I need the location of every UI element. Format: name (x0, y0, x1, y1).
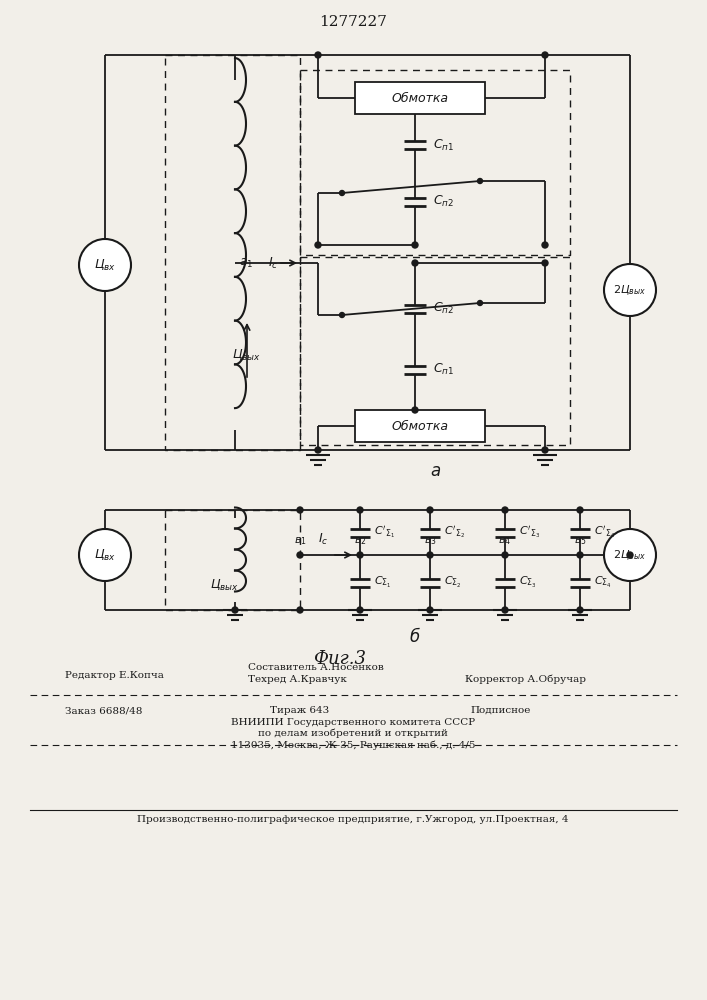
Text: $C_{п1}$: $C_{п1}$ (433, 362, 454, 377)
Text: Корректор А.Обручар: Корректор А.Обручар (465, 674, 586, 684)
Circle shape (427, 507, 433, 513)
Circle shape (502, 552, 508, 558)
Circle shape (339, 190, 344, 196)
Text: $C'_{\Sigma_4}$: $C'_{\Sigma_4}$ (594, 524, 615, 541)
Circle shape (502, 507, 508, 513)
Circle shape (542, 260, 548, 266)
Text: $\it{Ц_{вх}}$: $\it{Ц_{вх}}$ (94, 547, 116, 563)
Circle shape (297, 507, 303, 513)
Text: $C_{\Sigma_3}$: $C_{\Sigma_3}$ (519, 575, 537, 590)
Text: $в_4$: $в_4$ (498, 535, 512, 547)
Circle shape (357, 607, 363, 613)
Text: $в_3$: $в_3$ (423, 535, 436, 547)
Text: Фиг.3: Фиг.3 (313, 650, 366, 668)
Text: $C'_{\Sigma_3}$: $C'_{\Sigma_3}$ (519, 524, 540, 541)
Text: Тираж 643: Тираж 643 (270, 706, 329, 715)
Circle shape (339, 312, 344, 318)
Circle shape (297, 552, 303, 558)
Text: $в_1$: $в_1$ (293, 535, 306, 547)
Circle shape (412, 407, 418, 413)
Text: б: б (410, 628, 420, 646)
Text: 113035, Москва, Ж-35, Раушская наб., д. 4/5: 113035, Москва, Ж-35, Раушская наб., д. … (230, 740, 475, 750)
Text: $\it{2Ц_{вых}}$: $\it{2Ц_{вых}}$ (614, 548, 647, 562)
Bar (355, 410, 485, 442)
Text: $C_{\Sigma_1}$: $C_{\Sigma_1}$ (374, 575, 392, 590)
Text: 1277227: 1277227 (319, 15, 387, 29)
Circle shape (542, 447, 548, 453)
Circle shape (577, 607, 583, 613)
Text: $I_c$: $I_c$ (268, 255, 279, 271)
Circle shape (79, 529, 131, 581)
Circle shape (315, 447, 321, 453)
Text: $C_{п1}$: $C_{п1}$ (433, 137, 454, 153)
Circle shape (542, 242, 548, 248)
Text: $в_5$: $в_5$ (573, 535, 586, 547)
Circle shape (577, 552, 583, 558)
Circle shape (627, 552, 633, 558)
Text: $\it{Ц_{вых}}$: $\it{Ц_{вых}}$ (233, 347, 262, 363)
Text: по делам изобретений и открытий: по делам изобретений и открытий (258, 729, 448, 738)
Circle shape (315, 242, 321, 248)
Text: $C'_{\Sigma_2}$: $C'_{\Sigma_2}$ (444, 524, 465, 541)
Text: Подписное: Подписное (470, 706, 530, 715)
Circle shape (412, 242, 418, 248)
Text: ВНИИПИ Государственного комитета СССР: ВНИИПИ Государственного комитета СССР (231, 718, 475, 727)
Text: Обмотка: Обмотка (392, 92, 448, 104)
Circle shape (427, 552, 433, 558)
Circle shape (315, 52, 321, 58)
Text: Редактор Е.Копча: Редактор Е.Копча (65, 671, 164, 680)
Text: $C_{\Sigma_4}$: $C_{\Sigma_4}$ (594, 575, 612, 590)
Text: $\it{2Ц_{вых}}$: $\it{2Ц_{вых}}$ (614, 283, 647, 297)
Text: $I_c$: $I_c$ (318, 532, 328, 547)
Circle shape (477, 300, 482, 306)
Text: $C_{\Sigma_2}$: $C_{\Sigma_2}$ (444, 575, 462, 590)
Text: Техред А.Кравчук: Техред А.Кравчук (248, 675, 347, 684)
Circle shape (79, 239, 131, 291)
Circle shape (427, 607, 433, 613)
Text: Заказ 6688/48: Заказ 6688/48 (65, 706, 142, 715)
Text: Производственно-полиграфическое предприятие, г.Ужгород, ул.Проектная, 4: Производственно-полиграфическое предприя… (137, 815, 568, 824)
Circle shape (477, 178, 482, 184)
Text: а: а (430, 462, 440, 480)
Circle shape (412, 260, 418, 266)
Text: Обмотка: Обмотка (392, 420, 448, 432)
Text: $\it{Ц_{вых}}$: $\it{Ц_{вых}}$ (211, 577, 240, 593)
Circle shape (542, 52, 548, 58)
Text: $a_1$: $a_1$ (238, 256, 253, 270)
Text: $в_2$: $в_2$ (354, 535, 366, 547)
Text: Составитель А.Носенков: Составитель А.Носенков (248, 663, 384, 672)
Circle shape (604, 529, 656, 581)
Circle shape (577, 507, 583, 513)
Circle shape (604, 264, 656, 316)
Circle shape (357, 507, 363, 513)
Text: $C_{п2}$: $C_{п2}$ (433, 194, 454, 209)
Text: $C'_{\Sigma_1}$: $C'_{\Sigma_1}$ (374, 524, 395, 541)
Text: $\it{Ц_{вх}}$: $\it{Ц_{вх}}$ (94, 257, 116, 273)
Circle shape (297, 607, 303, 613)
Circle shape (357, 552, 363, 558)
Circle shape (232, 607, 238, 613)
Circle shape (502, 607, 508, 613)
Text: $C_{п2}$: $C_{п2}$ (433, 301, 454, 316)
Bar (355, 82, 485, 114)
